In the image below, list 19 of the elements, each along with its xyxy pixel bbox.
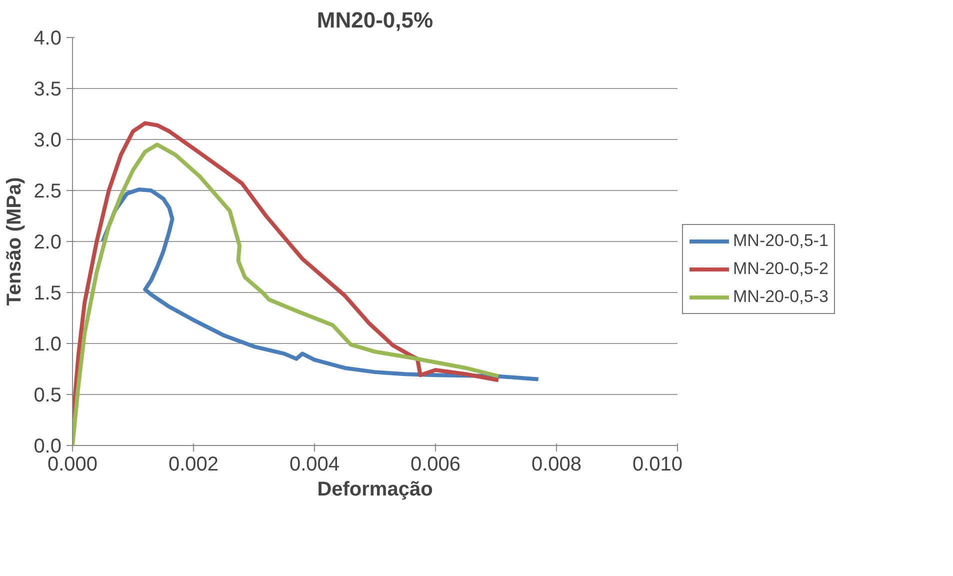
y-tick-label: 3.5	[34, 78, 62, 100]
y-tick-label: 0.5	[34, 384, 62, 406]
y-tick-label: 1.0	[34, 334, 62, 356]
y-tick-label: 2.0	[34, 232, 62, 254]
x-tick-label: 0.006	[410, 454, 461, 476]
y-tick-label: 3.0	[34, 130, 62, 152]
x-tick-label: 0.004	[289, 454, 340, 476]
x-tick-label: 0.010	[632, 454, 683, 476]
legend-label: MN-20-0,5-1	[733, 230, 828, 250]
y-tick-label: 1.5	[34, 282, 62, 304]
x-tick-label: 0.002	[168, 454, 219, 476]
chart-title: MN20-0,5%	[316, 8, 434, 32]
legend-label: MN-20-0,5-2	[733, 258, 828, 278]
x-axis-title: Deformação	[317, 478, 433, 500]
y-tick-label: 2.5	[34, 180, 62, 202]
legend-label: MN-20-0,5-3	[733, 286, 828, 306]
x-tick-label: 0.008	[531, 454, 582, 476]
y-tick-label: 4.0	[34, 28, 62, 50]
y-axis-title: Tensão (MPa)	[4, 177, 26, 306]
